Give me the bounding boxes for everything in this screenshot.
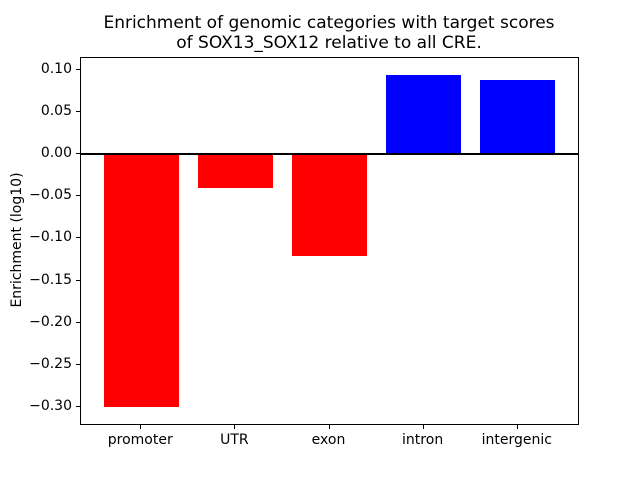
x-tick-label-promoter: promoter [107,432,173,448]
x-tick-label-intergenic: intergenic [481,432,552,448]
y-tick-mark [76,153,80,155]
y-tick-label: 0.05 [40,102,72,119]
plot-area [80,57,579,425]
y-tick-label: −0.25 [29,356,72,373]
zero-baseline [81,153,578,156]
x-tick-mark [140,425,142,429]
x-tick-mark [422,425,424,429]
y-tick-mark [76,406,80,408]
chart-title: Enrichment of genomic categories with ta… [103,13,555,53]
y-tick-mark [76,195,80,197]
y-tick-mark [76,110,80,112]
y-tick-label: −0.10 [29,229,72,246]
y-tick-label: −0.05 [29,187,72,204]
y-tick-mark [76,237,80,239]
y-tick-label: −0.15 [29,271,72,288]
y-tick-label: −0.20 [29,313,72,330]
bar-promoter [103,154,179,408]
x-tick-mark [328,425,330,429]
y-tick-label: −0.30 [29,398,72,415]
bar-intron [385,74,462,154]
bar-intergenic [480,79,556,155]
y-tick-mark [76,321,80,323]
y-tick-mark [76,279,80,281]
x-tick-label-exon: exon [311,432,346,448]
bar-exon [291,154,368,257]
x-tick-label-intron: intron [402,432,444,448]
x-tick-mark [234,425,236,429]
bar-UTR [197,154,274,188]
x-tick-mark [516,425,518,429]
y-tick-label: 0.00 [40,145,72,162]
x-tick-label-UTR: UTR [220,432,249,448]
y-tick-label: 0.10 [40,60,72,77]
y-tick-mark [76,68,80,70]
y-tick-mark [76,364,80,366]
